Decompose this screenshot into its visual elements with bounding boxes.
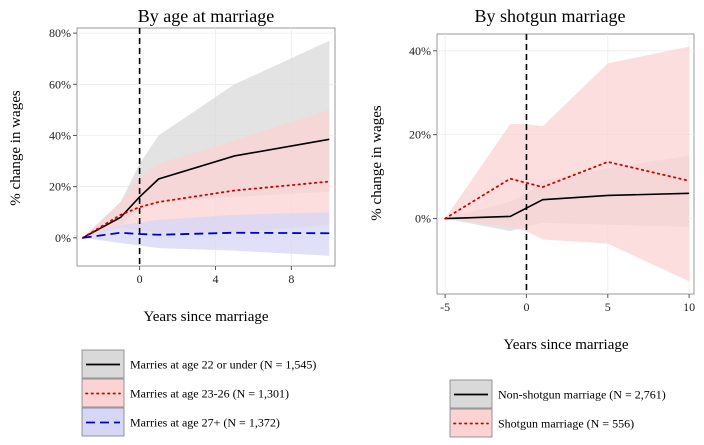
plot-area: 0 4 80%20%40%60%80% — [49, 26, 335, 286]
series-line — [444, 160, 691, 220]
x-tick-label: 0 — [523, 300, 529, 314]
plot-area: -5 0 5 10 0% 20% 40% — [409, 34, 695, 314]
confidence-band — [82, 109, 330, 238]
legend-key — [449, 408, 493, 438]
chart-title: By shotgun marriage — [475, 6, 626, 26]
legend-label: Shotgun marriage (N = 556) — [498, 417, 634, 431]
legend-label: Marries at age 27+ (N = 1,372) — [130, 416, 280, 430]
y-tick-label: 40% — [409, 44, 431, 58]
series-line — [82, 231, 330, 239]
x-tick-label: 8 — [288, 272, 294, 286]
x-tick-label: 0 — [137, 272, 143, 286]
series-line — [81, 180, 331, 239]
y-tick-label: 0% — [415, 212, 431, 226]
y-tick-label: 20% — [409, 128, 431, 142]
panel-shotgun-marriage: By shotgun marriage -5 0 5 10 0% 20% 40% Years… — [369, 6, 695, 438]
x-tick-label: 10 — [683, 300, 695, 314]
confidence-band — [445, 46, 690, 282]
panel-age-at-marriage: By age at marriage 0 4 80%20%40%60%80% Yea… — [8, 6, 336, 437]
y-tick-label: 20% — [49, 180, 71, 194]
y-tick-label: 80% — [49, 26, 71, 40]
y-tick-label: 0% — [55, 231, 71, 245]
x-axis-label: Years since marriage — [143, 309, 268, 325]
legend: Marries at age 22 or under (N = 1,545) Ma… — [81, 349, 316, 437]
legend-label: Non-shotgun marriage (N = 2,761) — [498, 388, 666, 402]
y-axis-label: % change in wages — [8, 90, 24, 206]
legend-label: Marries at age 22 or under (N = 1,545) — [130, 358, 316, 372]
x-tick-label: 5 — [605, 300, 611, 314]
chart-title: By age at marriage — [138, 6, 274, 26]
x-tick-label: 4 — [212, 272, 218, 286]
confidence-band — [82, 212, 330, 256]
y-tick-label: 60% — [49, 77, 71, 91]
y-tick-label: 40% — [49, 128, 71, 142]
legend: Non-shotgun marriage (N = 2,761) Shotgun … — [449, 379, 666, 438]
x-axis-label: Years since marriage — [503, 337, 628, 353]
legend-label: Marries at age 23-26 (N = 1,301) — [130, 387, 289, 401]
series-line — [82, 138, 330, 239]
x-tick-label: -5 — [440, 300, 450, 314]
y-axis-label: % change in wages — [369, 105, 385, 221]
series-line — [445, 192, 690, 220]
